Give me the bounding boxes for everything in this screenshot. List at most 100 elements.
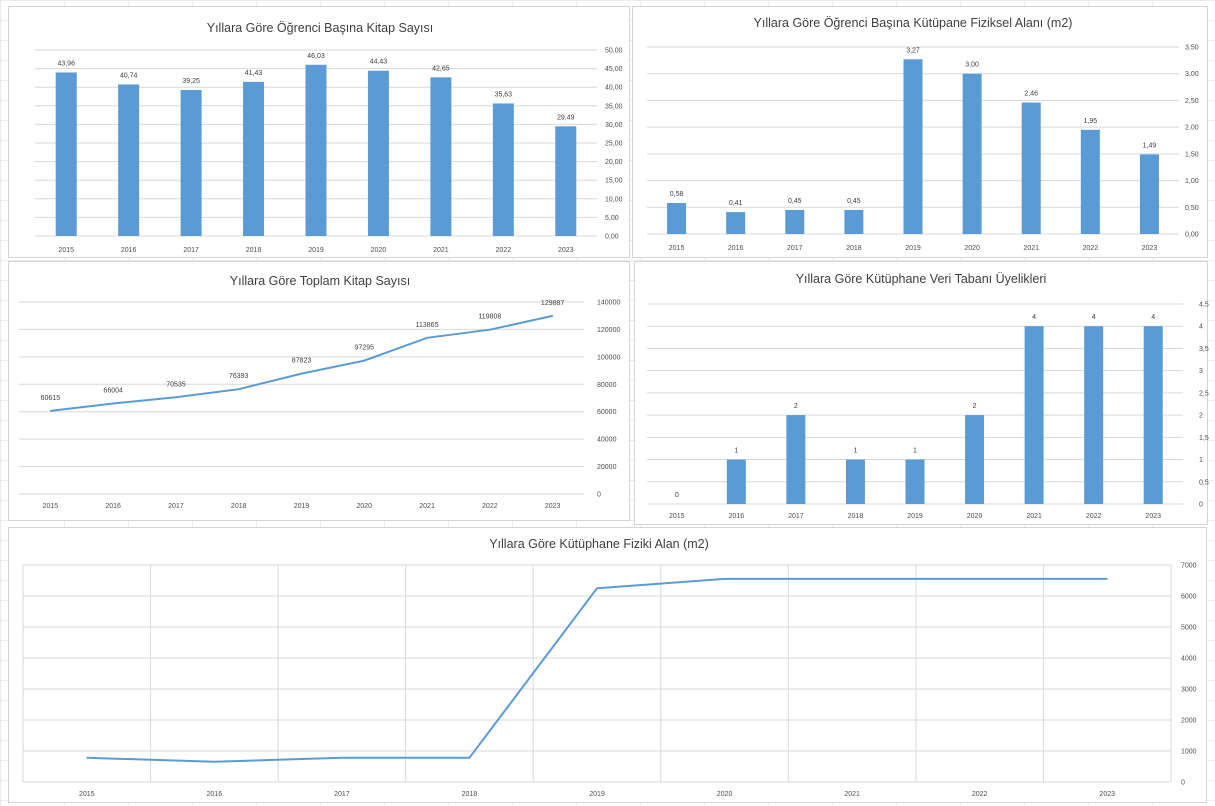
x-tick-label: 2022 xyxy=(1086,513,1102,520)
y-tick-label: 4000 xyxy=(1181,656,1197,663)
y-tick-label: 15,00 xyxy=(605,178,623,185)
x-tick-label: 2019 xyxy=(907,513,923,520)
y-tick-label: 1,5 xyxy=(1199,435,1209,442)
data-point xyxy=(86,757,88,759)
x-tick-label: 2017 xyxy=(788,513,804,520)
x-tick-label: 2018 xyxy=(848,513,864,520)
y-tick-label: 35,00 xyxy=(605,103,623,110)
bar xyxy=(667,203,687,234)
data-label: 0 xyxy=(675,492,679,499)
chart-total-books[interactable]: Yıllara Göre Toplam Kitap Sayısı 0 20000 4… xyxy=(8,261,630,521)
y-tick-label: 4,5 xyxy=(1199,302,1209,309)
data-label: 0,41 xyxy=(729,200,743,207)
y-tick-label: 120000 xyxy=(597,327,620,334)
data-point xyxy=(851,578,853,580)
data-label: 0,45 xyxy=(788,198,802,205)
y-tick-label: 10,00 xyxy=(605,196,623,203)
chart-library-physical-area[interactable]: Yıllara Göre Kütüphane Fiziki Alan (m2) … xyxy=(8,527,1207,803)
bar xyxy=(1024,326,1044,504)
bar xyxy=(430,77,452,236)
y-tick-label: 2,00 xyxy=(1185,125,1199,132)
bar xyxy=(786,415,806,504)
y-tick-label: 0,5 xyxy=(1199,479,1209,486)
bar xyxy=(845,459,865,504)
data-point xyxy=(301,373,302,375)
bar xyxy=(492,103,514,237)
bar xyxy=(1143,326,1163,504)
bar xyxy=(726,212,746,234)
bar xyxy=(965,415,985,504)
y-tick-label: 50,00 xyxy=(605,48,623,55)
y-tick-label: 3 xyxy=(1199,368,1203,375)
x-tick-label: 2019 xyxy=(905,245,921,252)
chart-books-per-student-svg: Yıllara Göre Öğrenci Başına Kitap Sayısı… xyxy=(35,21,623,254)
chart-books-per-student[interactable]: Yıllara Göre Öğrenci Başına Kitap Sayısı… xyxy=(8,6,630,258)
data-point xyxy=(49,410,51,412)
x-tick-label: 2018 xyxy=(231,503,247,510)
data-point xyxy=(979,578,981,580)
data-label: 60615 xyxy=(41,395,61,402)
data-label: 2,46 xyxy=(1024,91,1038,98)
x-tick-label: 2015 xyxy=(669,513,685,520)
x-tick-label: 2020 xyxy=(356,503,372,510)
x-tick-label: 2018 xyxy=(846,245,862,252)
x-tick-label: 2015 xyxy=(79,791,95,798)
bar xyxy=(305,64,327,236)
bar xyxy=(555,126,577,236)
y-tick-label: 0,50 xyxy=(1185,205,1199,212)
bar xyxy=(1021,102,1041,235)
y-tick-label: 3000 xyxy=(1181,687,1197,694)
x-tick-label: 2022 xyxy=(972,791,988,798)
chart-library-physical-area-svg: Yıllara Göre Kütüphane Fiziki Alan (m2) … xyxy=(22,537,1197,798)
data-label: 1,49 xyxy=(1143,142,1157,149)
chart-total-books-svg: Yıllara Göre Toplam Kitap Sayısı 0 20000 4… xyxy=(19,274,620,510)
data-label: 113865 xyxy=(416,322,439,329)
x-tick-label: 2022 xyxy=(1083,245,1099,252)
bar xyxy=(118,84,140,236)
data-label: 3,00 xyxy=(965,62,979,69)
data-point xyxy=(468,757,470,759)
y-tick-label: 30,00 xyxy=(605,122,623,129)
data-label: 66004 xyxy=(103,387,123,394)
chart-database-subscriptions-svg: Yıllara Göre Kütüphane Veri Tabanı Üyeli… xyxy=(647,272,1209,520)
data-label: 4 xyxy=(1032,314,1036,321)
y-tick-label: 1,50 xyxy=(1185,151,1199,158)
y-tick-label: 1 xyxy=(1199,457,1203,464)
series-line xyxy=(86,577,1108,763)
data-label: 42,65 xyxy=(432,65,450,72)
chart-database-subscriptions[interactable]: Yıllara Göre Kütüphane Veri Tabanı Üyeli… xyxy=(634,261,1209,525)
data-label: 39,25 xyxy=(182,78,200,85)
x-tick-label: 2015 xyxy=(669,245,685,252)
y-tick-label: 100000 xyxy=(597,354,620,361)
y-tick-label: 25,00 xyxy=(605,141,623,148)
y-tick-label: 60000 xyxy=(597,409,617,416)
x-tick-label: 2016 xyxy=(729,513,745,520)
bar xyxy=(1080,129,1100,234)
y-tick-label: 20,00 xyxy=(605,159,623,166)
bar xyxy=(903,59,923,234)
y-tick-label: 7000 xyxy=(1181,563,1197,570)
x-tick-label: 2017 xyxy=(787,245,803,252)
y-tick-label: 140000 xyxy=(597,300,620,307)
data-label: 1 xyxy=(913,448,917,455)
data-point xyxy=(238,388,240,390)
y-tick-label: 3,5 xyxy=(1199,346,1209,353)
chart-physical-area-per-student[interactable]: Yıllara Göre Öğrenci Başına Kütüpane Fiz… xyxy=(632,6,1208,258)
y-tick-label: 0,00 xyxy=(605,234,619,241)
data-label: 87823 xyxy=(292,358,312,365)
x-tick-label: 2020 xyxy=(967,513,983,520)
x-tick-label: 2021 xyxy=(844,791,860,798)
bar xyxy=(55,72,77,236)
x-tick-label: 2021 xyxy=(433,247,449,254)
x-tick-label: 2023 xyxy=(1145,513,1161,520)
data-point xyxy=(1106,578,1108,580)
x-tick-label: 2017 xyxy=(183,247,199,254)
data-label: 2 xyxy=(973,403,977,410)
bar xyxy=(844,209,864,234)
chart-physical-area-per-student-svg: Yıllara Göre Öğrenci Başına Kütüpane Fiz… xyxy=(647,16,1199,252)
y-tick-label: 5,00 xyxy=(605,215,619,222)
data-label: 129887 xyxy=(541,300,564,307)
x-tick-label: 2018 xyxy=(462,791,478,798)
data-label: 97295 xyxy=(355,345,375,352)
bar xyxy=(905,459,925,504)
